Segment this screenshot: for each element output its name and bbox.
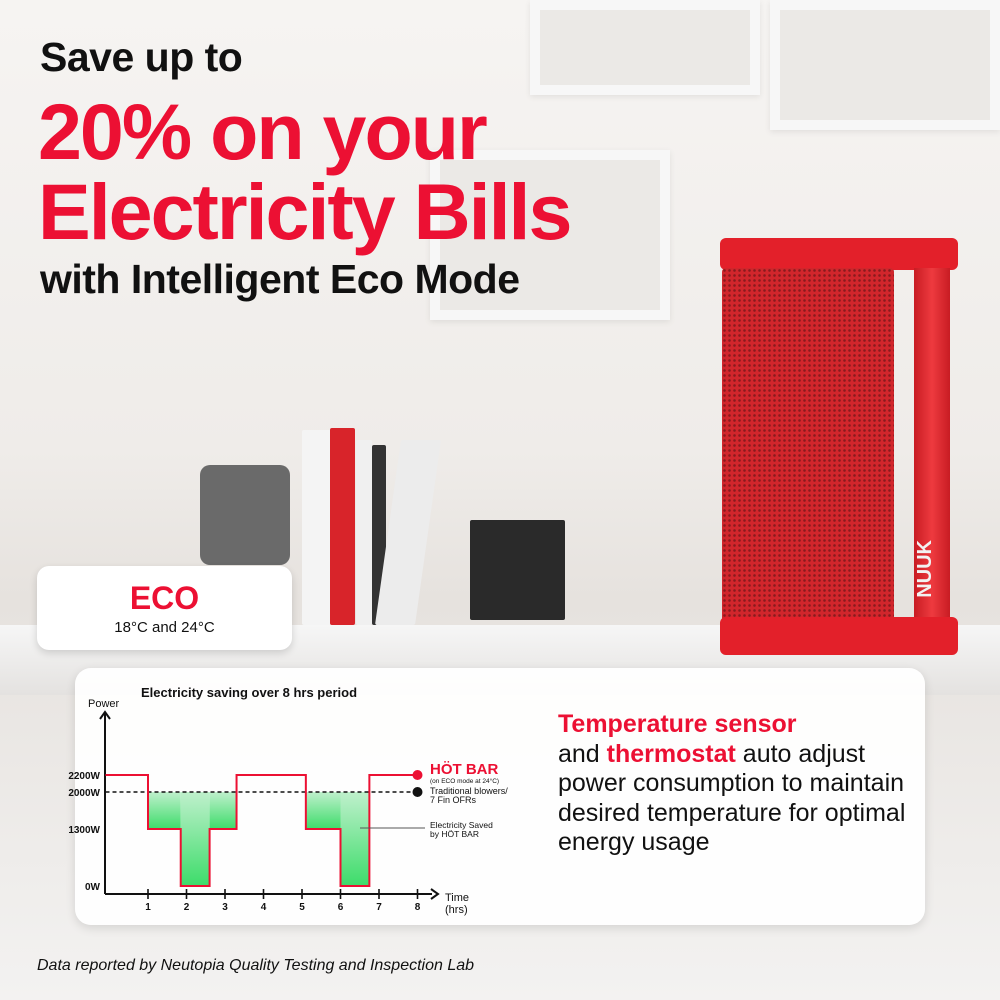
eco-title: ECO [129, 580, 200, 616]
headline-sub: with Intelligent Eco Mode [40, 256, 520, 302]
heater-base [720, 617, 958, 655]
x-tick-label: 5 [299, 902, 305, 913]
x-tick-label: 7 [376, 902, 382, 913]
traditional-legend-marker [412, 787, 423, 797]
desc-highlight-2: thermostat [606, 739, 736, 768]
hotbar-legend-marker [412, 770, 423, 780]
hotbar-series-line [105, 774, 418, 887]
x-axis-label: Time [445, 892, 469, 904]
y-axis-arrow [99, 710, 111, 720]
saved-area [209, 792, 237, 829]
camera-lens [200, 465, 290, 565]
legend-traditional-2: 7 Fin OFRs [430, 795, 477, 805]
x-tick-label: 4 [261, 902, 267, 913]
legend-hotbar-note: (on ECO mode at 24°C) [430, 777, 499, 785]
wall-frame [770, 0, 1000, 130]
description: Temperature sensor and thermostat auto a… [558, 710, 928, 858]
legend-traditional: Traditional blowers/ [430, 786, 508, 796]
desc-highlight-1: Temperature sensor [558, 710, 797, 738]
saved-area [148, 792, 181, 829]
y-tick-label: 1300W [68, 825, 100, 836]
y-tick-label: 2200W [68, 771, 100, 782]
x-tick-label: 3 [222, 902, 228, 913]
book [330, 428, 355, 625]
book [356, 440, 372, 625]
y-tick-label: 0W [85, 882, 101, 893]
book [302, 430, 332, 625]
pen-holder [470, 520, 565, 620]
heater-handle [914, 268, 950, 623]
desc-text: and [558, 739, 607, 768]
y-tick-label: 2000W [68, 788, 100, 799]
y-axis-label: Power [88, 698, 120, 710]
chart-title: Electricity saving over 8 hrs period [141, 685, 357, 700]
heater-grille [722, 268, 894, 623]
footer-note: Data reported by Neutopia Quality Testin… [37, 957, 475, 974]
wall-frame [430, 150, 670, 320]
x-tick-label: 6 [338, 902, 344, 913]
x-tick-label: 8 [415, 902, 421, 913]
legend-hotbar: HÖT BAR [430, 761, 498, 778]
eco-range: 18°C and 24°C [114, 619, 215, 636]
x-axis-label-unit: (hrs) [445, 904, 468, 916]
wall-frame [530, 0, 760, 95]
saved-area [305, 792, 341, 829]
annotation-saved: Electricity Saved [430, 820, 493, 830]
x-tick-label: 1 [145, 902, 151, 913]
headline-main-2: Electricity Bills [38, 167, 572, 256]
desc-text: auto adjust power consumption to maintai… [558, 739, 906, 857]
saved-area [180, 792, 210, 886]
heater-top [720, 238, 958, 270]
x-axis-arrow [430, 888, 440, 900]
eco-badge: ECO 18°C and 24°C [37, 566, 292, 650]
x-tick-label: 2 [184, 902, 190, 913]
headline-intro: Save up to [40, 34, 243, 80]
headline-main-1: 20% on your [38, 87, 488, 176]
saved-area [340, 792, 370, 886]
annotation-saved-2: by HÖT BAR [430, 829, 479, 839]
